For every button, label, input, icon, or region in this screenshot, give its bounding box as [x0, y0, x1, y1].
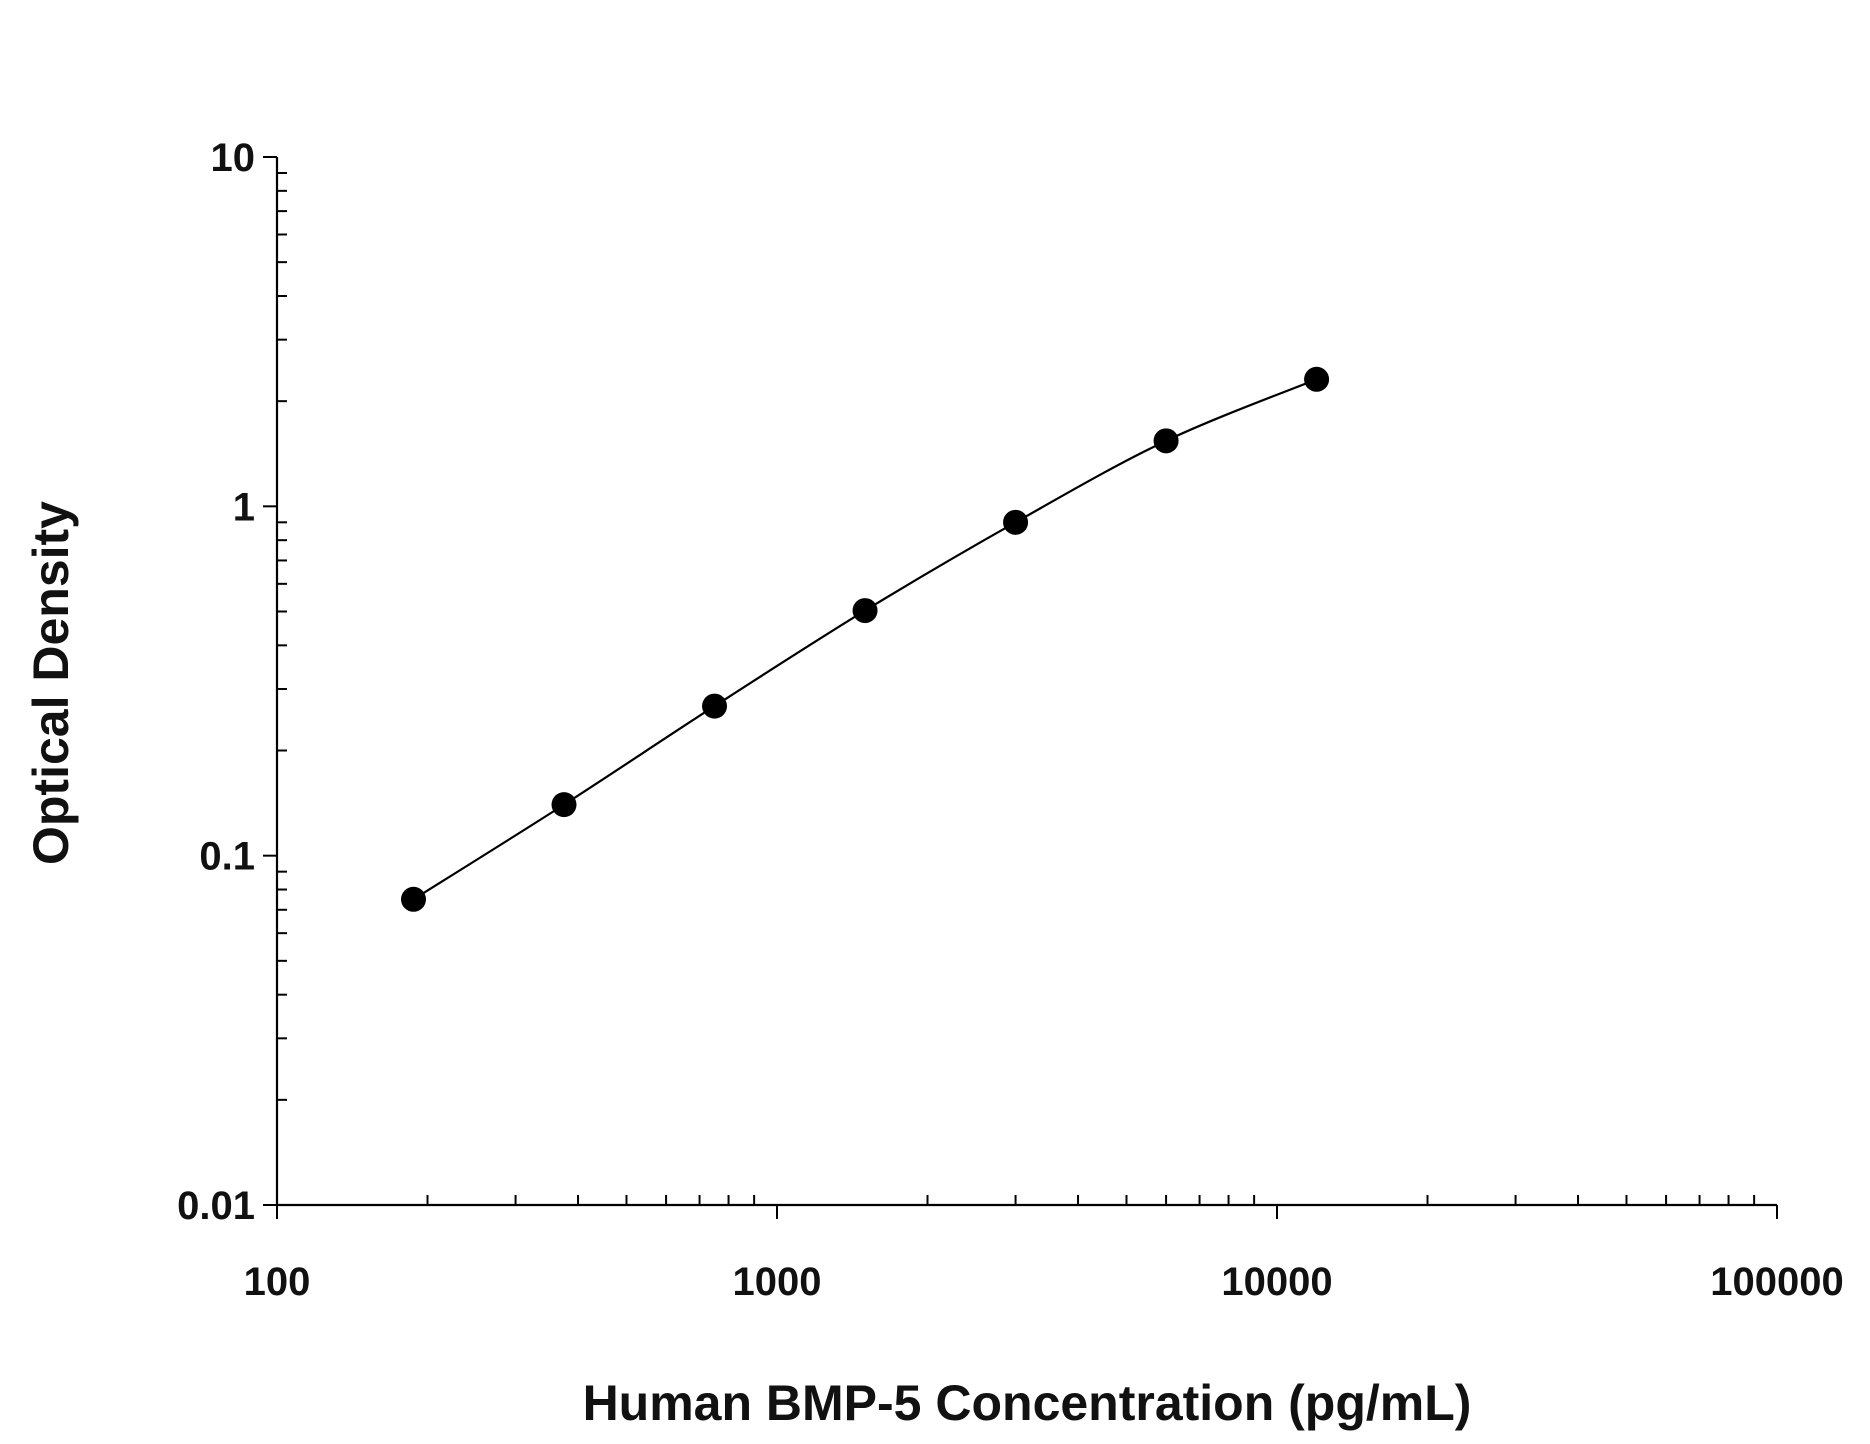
- y-tick-label: 0.1: [199, 835, 255, 879]
- x-tick-label: 1000: [733, 1260, 822, 1304]
- x-axis-label: Human BMP-5 Concentration (pg/mL): [583, 1375, 1472, 1431]
- y-tick-label: 0.01: [177, 1184, 255, 1228]
- x-tick-label: 100: [244, 1260, 311, 1304]
- y-tick-label: 1: [233, 485, 255, 529]
- data-point: [551, 792, 577, 818]
- data-point: [1003, 509, 1029, 535]
- data-points: [401, 366, 1330, 912]
- y-tick-label: 10: [211, 136, 256, 180]
- data-point: [702, 693, 728, 719]
- x-tick-label: 10000: [1221, 1260, 1332, 1304]
- axes: [263, 156, 1778, 1219]
- data-point: [401, 886, 427, 912]
- data-point: [852, 598, 878, 624]
- x-tick-label: 100000: [1710, 1260, 1843, 1304]
- tick-labels: 0.01 0.1 1 10 100 1000 10000 100000: [177, 136, 1844, 1304]
- data-point: [1304, 366, 1330, 392]
- data-point: [1153, 428, 1179, 454]
- fit-curve: [412, 378, 1318, 901]
- y-axis-label: Optical Density: [23, 501, 79, 865]
